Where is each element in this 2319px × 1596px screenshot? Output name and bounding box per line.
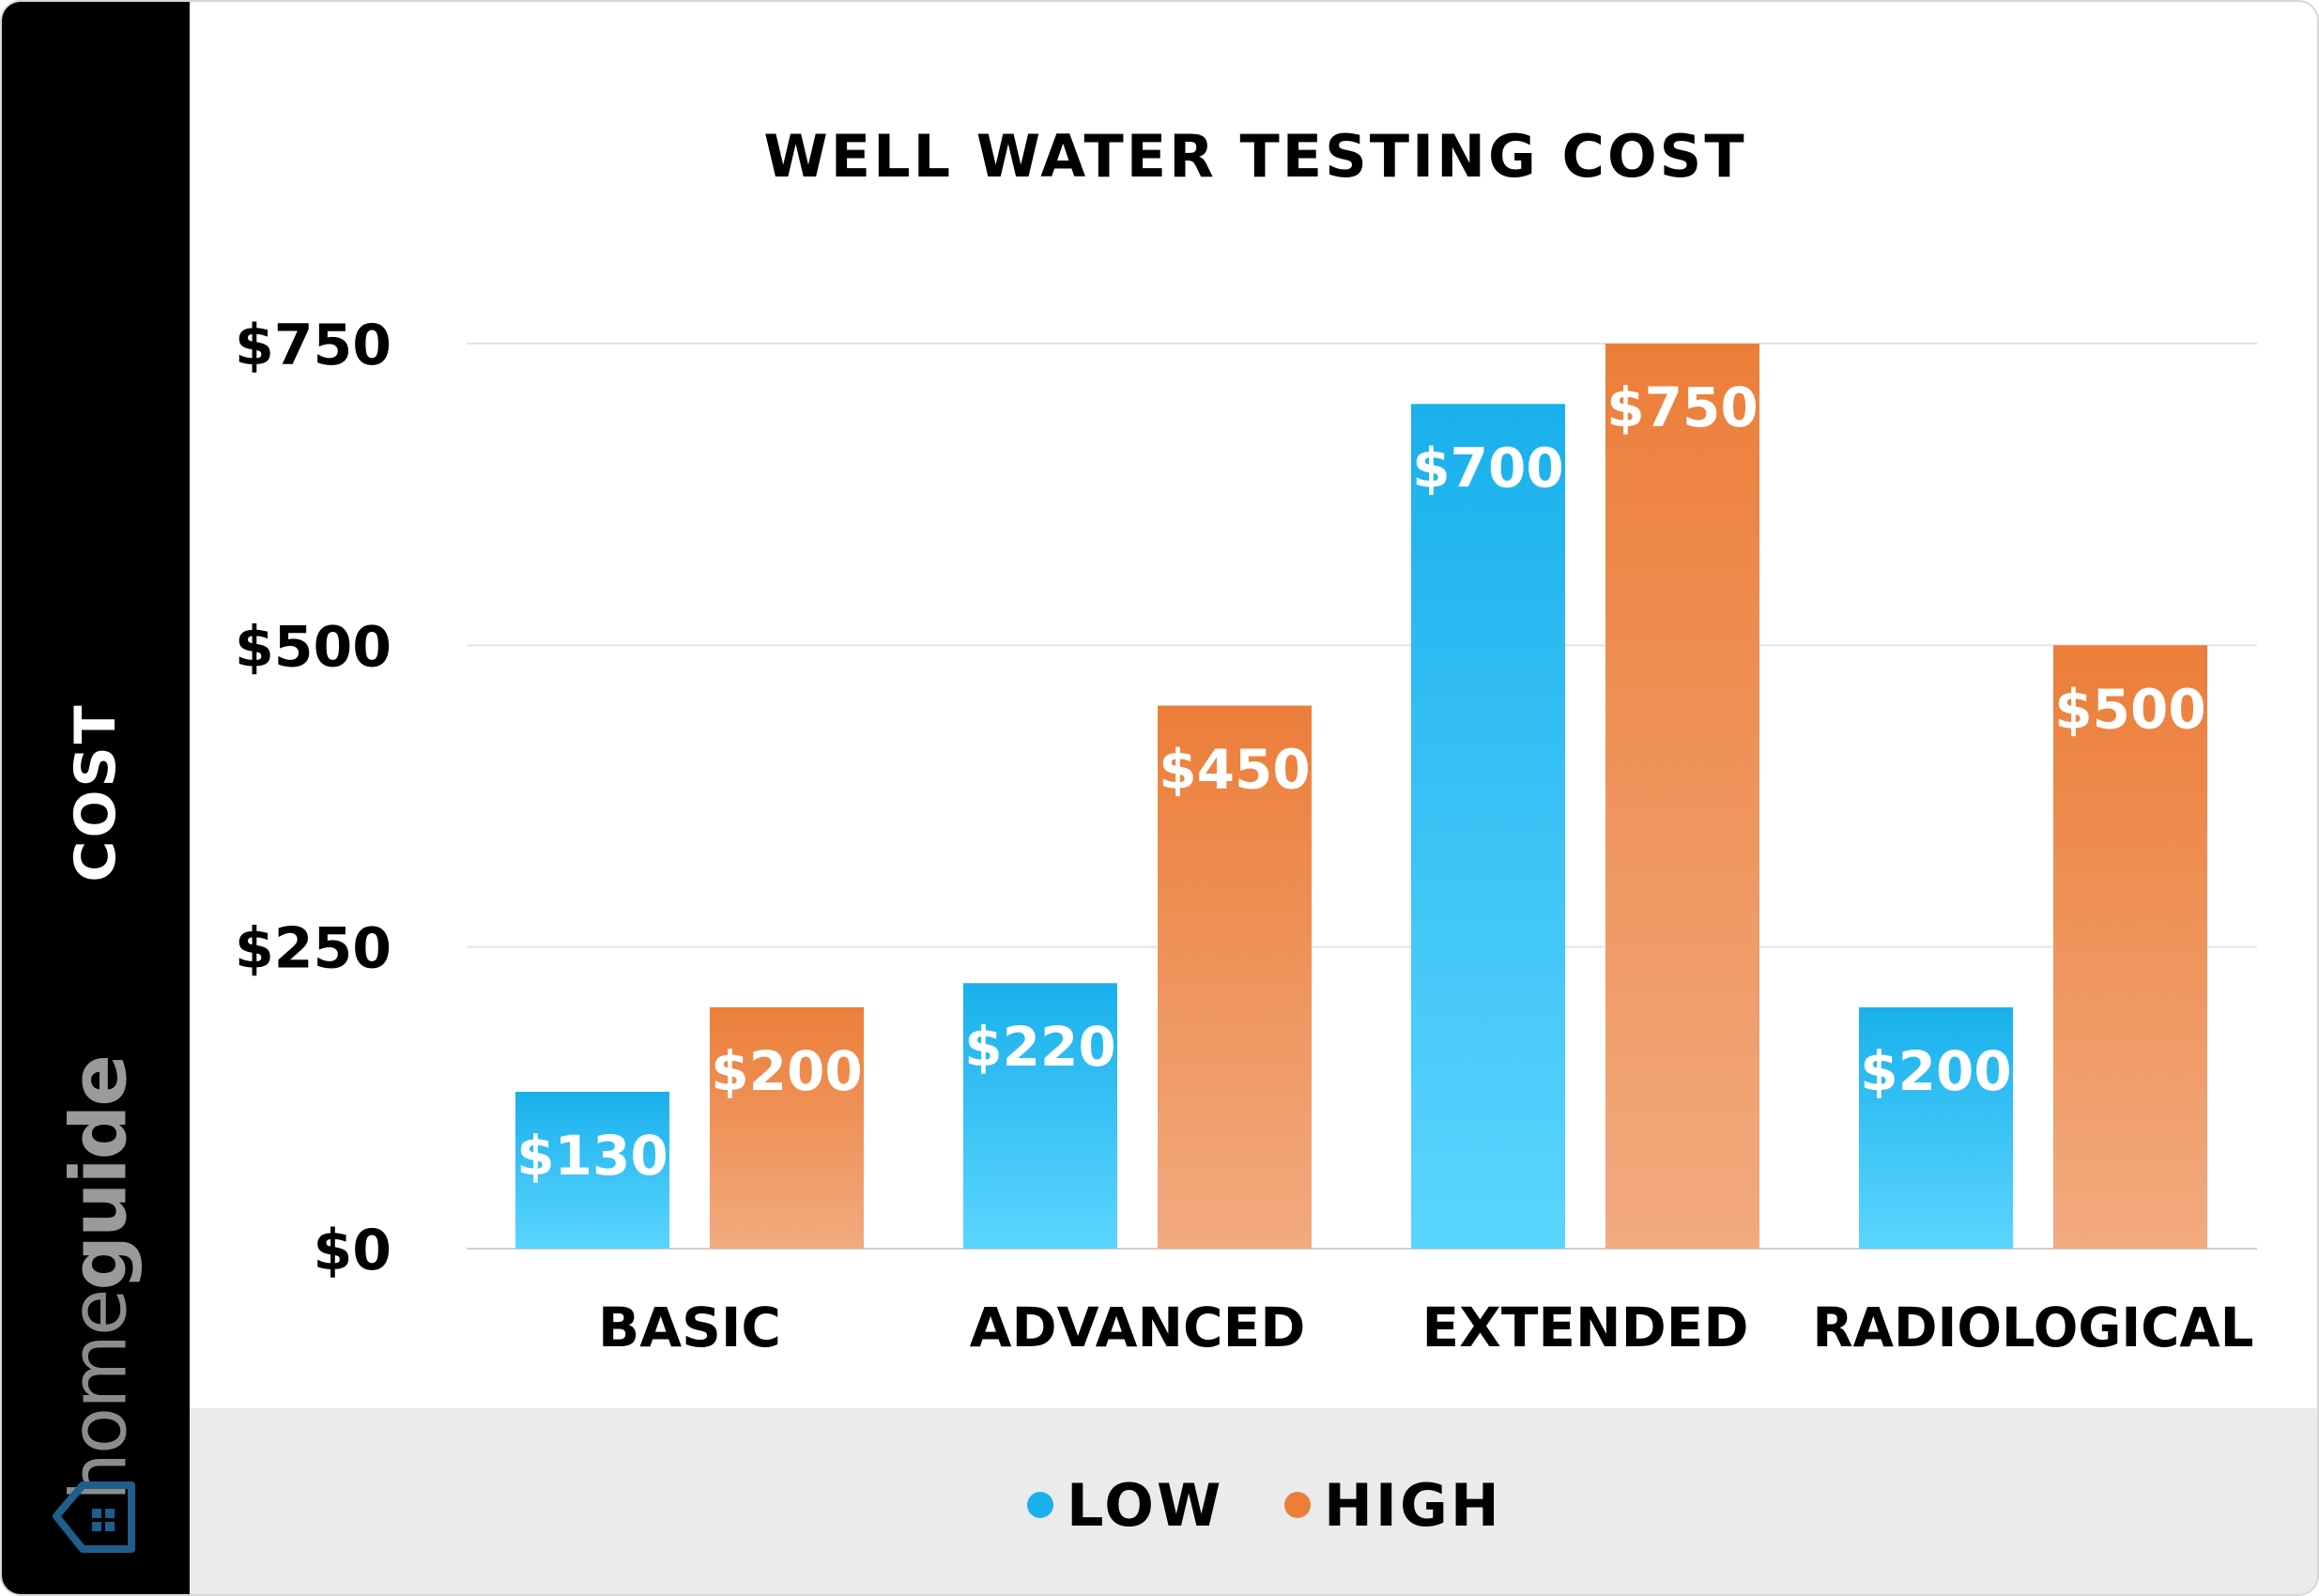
legend-label-high: HIGH	[1324, 1470, 1502, 1540]
data-label: $500	[2054, 677, 2205, 741]
bar-low-radiological	[1859, 1006, 2013, 1249]
y-tick-label: $0	[314, 1218, 392, 1283]
y-tick-label: $750	[235, 313, 392, 378]
legend-item-low: LOW	[1027, 1471, 1223, 1540]
data-label: $130	[516, 1124, 668, 1188]
x-tick-label: EXTENDED	[1422, 1296, 1749, 1359]
data-label: $200	[711, 1039, 862, 1103]
data-label: $220	[964, 1015, 1115, 1079]
bar-low-basic	[515, 1091, 669, 1249]
data-label: $700	[1412, 436, 1563, 499]
legend-label-low: LOW	[1067, 1470, 1224, 1540]
legend-band	[190, 1408, 2317, 1594]
legend-swatch-high	[1284, 1492, 1311, 1518]
data-label: $200	[1860, 1039, 2011, 1103]
x-tick-label: BASIC	[598, 1296, 781, 1359]
data-label: $450	[1159, 738, 1310, 802]
bar-low-extended	[1411, 404, 1565, 1249]
y-tick-labels: $0 $250 $500 $750	[235, 313, 392, 1283]
chart-title: WELL WATER TESTING COST	[763, 122, 1747, 191]
bar-high-extended	[1605, 344, 1759, 1249]
sidebar: COST homeguide	[2, 2, 190, 1594]
bar-high-advanced	[1158, 705, 1312, 1249]
x-tick-labels: BASIC ADVANCED EXTENDED RADIOLOGICAL	[598, 1296, 2254, 1359]
data-label: $750	[1606, 376, 1758, 439]
y-tick-label: $500	[235, 614, 392, 680]
bar-high-basic	[710, 1006, 864, 1249]
bars: $130 $200 $220 $450 $700 $750 $200 $500	[515, 344, 2207, 1249]
legend-swatch-low	[1027, 1492, 1053, 1518]
bar-high-radiological	[2053, 645, 2207, 1249]
house-icon	[53, 1481, 135, 1553]
x-tick-label: ADVANCED	[970, 1296, 1306, 1359]
legend-item-high: HIGH	[1284, 1471, 1502, 1540]
bar-low-advanced	[963, 983, 1117, 1249]
x-tick-label: RADIOLOGICAL	[1813, 1296, 2254, 1359]
y-tick-label: $250	[235, 916, 392, 982]
